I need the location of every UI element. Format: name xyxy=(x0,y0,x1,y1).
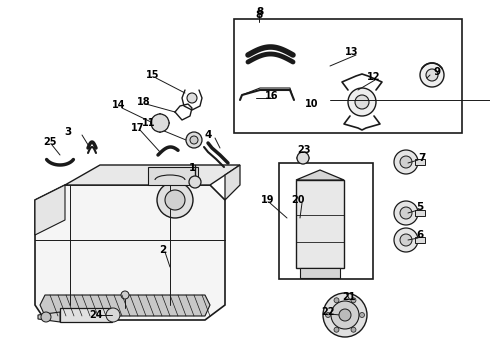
Polygon shape xyxy=(35,185,225,320)
Polygon shape xyxy=(65,165,240,185)
Circle shape xyxy=(351,298,356,303)
Circle shape xyxy=(400,156,412,168)
Text: 18: 18 xyxy=(137,97,151,107)
Circle shape xyxy=(394,150,418,174)
Text: 1: 1 xyxy=(188,163,196,173)
Circle shape xyxy=(187,93,197,103)
Circle shape xyxy=(355,95,369,109)
Bar xyxy=(415,210,425,216)
Circle shape xyxy=(297,152,309,164)
Circle shape xyxy=(331,301,359,329)
Circle shape xyxy=(339,309,351,321)
Circle shape xyxy=(400,207,412,219)
Text: 7: 7 xyxy=(418,153,426,163)
Text: 23: 23 xyxy=(297,145,311,155)
Circle shape xyxy=(400,234,412,246)
Circle shape xyxy=(165,190,185,210)
Circle shape xyxy=(334,298,339,303)
Circle shape xyxy=(348,88,376,116)
Text: 19: 19 xyxy=(261,195,275,205)
Circle shape xyxy=(106,308,120,322)
Circle shape xyxy=(121,291,129,299)
Text: 14: 14 xyxy=(112,100,126,110)
Text: 21: 21 xyxy=(342,292,356,302)
Text: 24: 24 xyxy=(89,310,103,320)
Text: 11: 11 xyxy=(142,118,156,128)
Text: 10: 10 xyxy=(305,99,319,109)
Text: 3: 3 xyxy=(64,127,72,137)
Text: 2: 2 xyxy=(159,245,167,255)
Text: 8: 8 xyxy=(255,10,263,20)
Text: 12: 12 xyxy=(367,72,381,82)
Text: 15: 15 xyxy=(146,70,160,80)
Bar xyxy=(300,268,340,278)
Bar xyxy=(60,308,112,322)
Text: 25: 25 xyxy=(43,137,57,147)
Circle shape xyxy=(189,176,201,188)
Polygon shape xyxy=(38,312,60,322)
Circle shape xyxy=(190,136,198,144)
Text: 8: 8 xyxy=(256,7,264,17)
Circle shape xyxy=(420,63,444,87)
Circle shape xyxy=(157,182,193,218)
Circle shape xyxy=(394,228,418,252)
Circle shape xyxy=(325,312,330,318)
Circle shape xyxy=(41,312,51,322)
Bar xyxy=(148,167,198,185)
Text: 5: 5 xyxy=(416,202,424,212)
Text: 4: 4 xyxy=(204,130,212,140)
Text: 20: 20 xyxy=(291,195,305,205)
Text: 16: 16 xyxy=(265,91,279,101)
Text: 22: 22 xyxy=(321,307,335,317)
Circle shape xyxy=(360,312,365,318)
Polygon shape xyxy=(40,295,210,316)
Circle shape xyxy=(151,114,169,132)
Text: 6: 6 xyxy=(416,230,424,240)
Circle shape xyxy=(334,327,339,332)
Circle shape xyxy=(186,132,202,148)
Polygon shape xyxy=(225,165,240,200)
Bar xyxy=(279,163,373,279)
Circle shape xyxy=(394,201,418,225)
Circle shape xyxy=(351,327,356,332)
Bar xyxy=(296,180,344,268)
Bar xyxy=(415,237,425,243)
Text: 9: 9 xyxy=(434,67,441,77)
Circle shape xyxy=(426,69,438,81)
Polygon shape xyxy=(35,185,65,235)
Text: 13: 13 xyxy=(345,47,359,57)
Polygon shape xyxy=(296,170,344,180)
Text: 17: 17 xyxy=(131,123,145,133)
Bar xyxy=(234,19,462,133)
Circle shape xyxy=(323,293,367,337)
Bar xyxy=(415,159,425,165)
